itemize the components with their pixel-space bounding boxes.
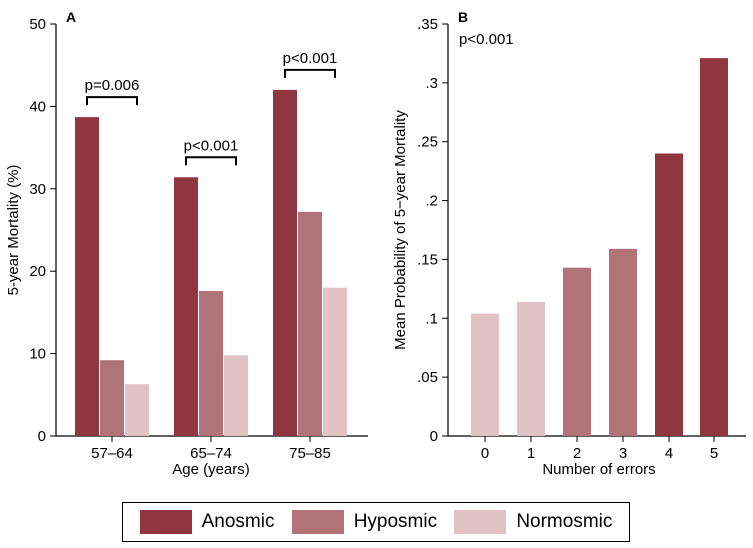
panel-a-bar-anosmic — [174, 177, 198, 436]
panel-b-y-tick-label: .15 — [417, 251, 438, 268]
panel-a-y-axis-title: 5-year Mortality (%) — [5, 165, 22, 296]
panel-a-y-tick-label: 30 — [29, 181, 46, 198]
panel-a-bar-anosmic — [273, 89, 297, 437]
panel-b-y-tick-label: .1 — [425, 310, 438, 327]
panel-a-y-tick-label: 0 — [38, 428, 46, 445]
panel-b-bar-errors-1 — [517, 301, 545, 436]
panel-a-y-tick-label: 40 — [29, 98, 46, 115]
panel-b-y-tick-label: 0 — [430, 428, 438, 445]
panel-a-bar-normosmic — [125, 384, 149, 436]
panel-a-significance-bracket: p<0.001 — [184, 137, 239, 166]
panel-b: 0 .05 .1 .15 .2 .25 .3 .35 0 1 2 3 4 5 Bp<0.001 Number … — [392, 9, 746, 478]
panel-b-x-tick-label: 3 — [619, 445, 627, 462]
legend-swatch-hyposmic — [291, 510, 344, 534]
panel-b-bar-errors-4 — [655, 153, 683, 436]
panel-a-y-tick-label: 10 — [29, 346, 46, 363]
panel-a-bar-hyposmic — [298, 211, 322, 436]
panel-b-bar-errors-3 — [609, 248, 637, 436]
panel-a-bar-normosmic — [224, 355, 248, 436]
panel-b-bar-errors-0 — [471, 313, 499, 436]
panel-b-y-tick-label: .35 — [417, 16, 438, 33]
legend-item-normosmic: Normosmic — [454, 510, 612, 534]
panel-b-x-axis-title: Number of errors — [542, 461, 655, 478]
legend-label-normosmic: Normosmic — [516, 511, 613, 532]
panel-a-x-axis-title: Age (years) — [172, 461, 250, 478]
panel-b-bar-errors-5 — [700, 58, 728, 436]
panel-a-x-tick-label: 57–64 — [91, 445, 133, 462]
panel-b-y-tick-label: .2 — [425, 193, 438, 210]
panel-a-x-tick-label: 75–85 — [289, 445, 331, 462]
legend: Anosmic Hyposmic Normosmic — [122, 502, 630, 542]
panel-b-x-tick-label: 4 — [665, 445, 673, 462]
panel-b-x-tick-label: 5 — [710, 445, 718, 462]
panel-a: 0 10 20 30 40 50 57–64 65–74 75–85 p=0.006 p<0.001… — [5, 9, 368, 478]
panel-a-x-tick-label: 65–74 — [190, 445, 232, 462]
panel-a-significance-bracket: p<0.001 — [283, 50, 338, 78]
panel-b-p-value: p<0.001 — [459, 31, 514, 48]
panel-a-y-tick-label: 20 — [29, 263, 46, 280]
legend-label-anosmic: Anosmic — [201, 511, 275, 532]
panel-a-bar-anosmic — [75, 117, 99, 436]
panel-b-x-tick-label: 2 — [573, 445, 581, 462]
panel-a-p-value: p<0.001 — [184, 137, 239, 154]
panel-a-bar-hyposmic — [199, 290, 223, 436]
legend-label-hyposmic: Hyposmic — [353, 511, 438, 532]
panel-b-x-tick-label: 0 — [481, 445, 489, 462]
legend-swatch-anosmic — [139, 510, 192, 534]
panel-a-y-tick-label: 50 — [29, 16, 46, 33]
panel-a-significance-bracket: p=0.006 — [85, 77, 140, 106]
legend-item-anosmic: Anosmic — [139, 510, 275, 534]
panel-b-x-tick-label: 1 — [527, 445, 535, 462]
panel-a-p-value: p<0.001 — [283, 50, 338, 67]
panel-a-bar-hyposmic — [100, 360, 124, 436]
panel-a-bar-normosmic — [323, 287, 347, 436]
panel-a-label: A — [66, 9, 76, 25]
panel-b-y-tick-label: .25 — [417, 134, 438, 151]
legend-swatch-normosmic — [454, 510, 507, 534]
panel-b-y-tick-label: .3 — [425, 75, 438, 92]
panel-b-bar-errors-2 — [563, 267, 591, 436]
panel-a-p-value: p=0.006 — [85, 77, 140, 94]
panel-b-y-tick-label: .05 — [417, 369, 438, 386]
panel-b-y-axis-title: Mean Probability of 5−year Mortality — [392, 110, 409, 350]
panel-b-label: B — [458, 9, 468, 25]
legend-item-hyposmic: Hyposmic — [291, 510, 438, 534]
